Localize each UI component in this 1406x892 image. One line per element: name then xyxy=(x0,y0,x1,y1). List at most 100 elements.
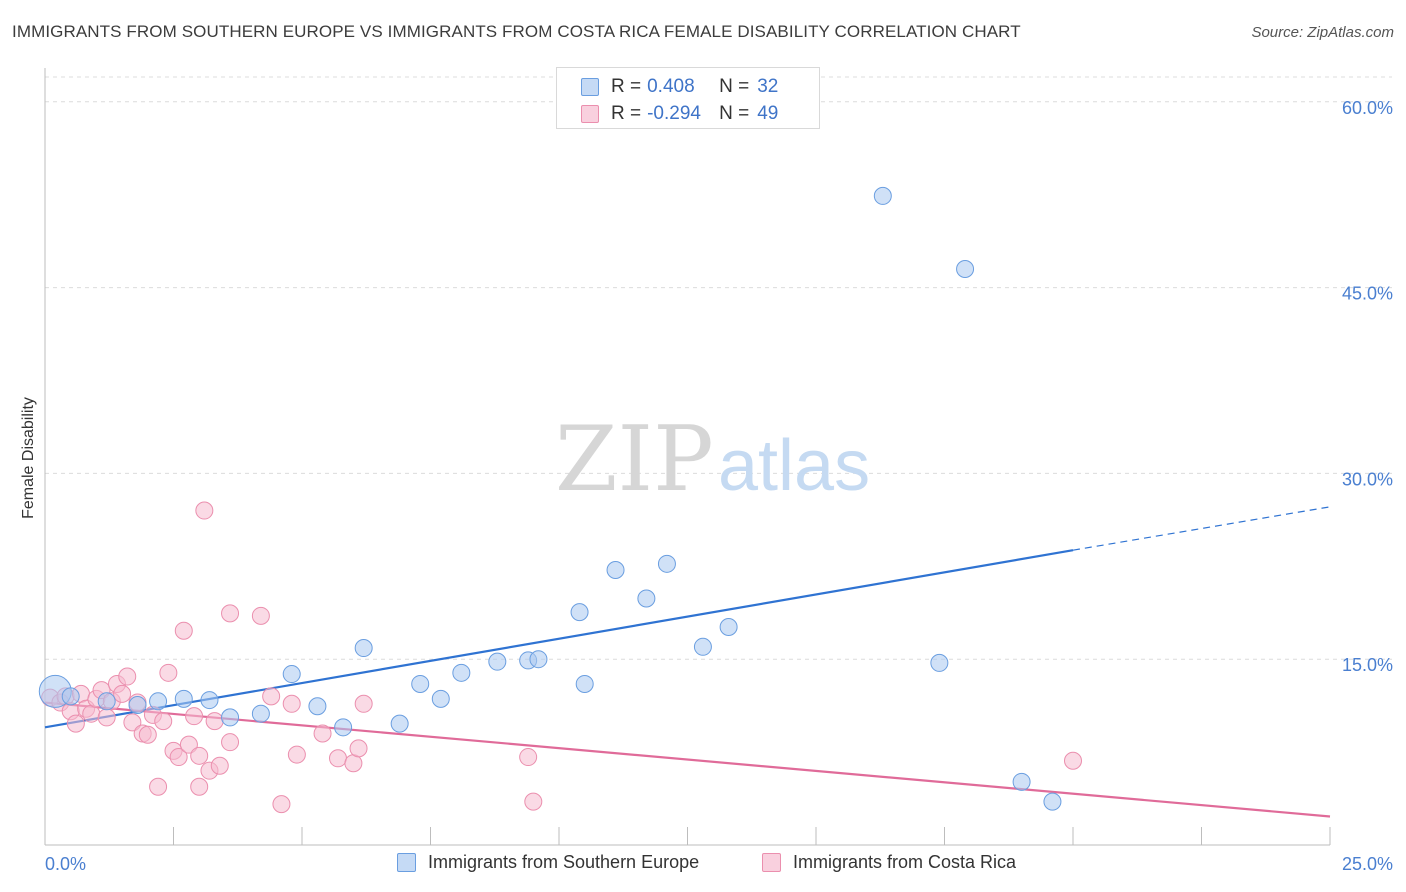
series-legend: Immigrants from Southern Europe Immigran… xyxy=(0,852,1406,878)
r-label: R = xyxy=(611,103,642,124)
source-label: Source: ZipAtlas.com xyxy=(1251,24,1394,41)
point-southern-europe xyxy=(61,687,80,706)
point-southern-europe xyxy=(128,696,147,715)
ticks-layer: 15.0% 30.0% 45.0% 60.0% 0.0% 25.0% xyxy=(45,98,1393,874)
axes-layer xyxy=(44,68,1331,846)
point-costa-rica xyxy=(66,714,85,733)
point-southern-europe xyxy=(354,639,373,658)
point-costa-rica xyxy=(154,712,173,731)
watermark-atlas: atlas xyxy=(718,426,870,506)
point-southern-europe xyxy=(149,692,168,711)
r-value: 0.408 xyxy=(647,76,695,97)
point-southern-europe xyxy=(334,718,353,737)
point-costa-rica xyxy=(97,708,116,727)
trend-layer xyxy=(44,506,1331,818)
point-costa-rica xyxy=(113,684,132,703)
point-costa-rica xyxy=(519,748,538,767)
point-costa-rica xyxy=(190,746,209,765)
point-costa-rica xyxy=(1064,751,1082,770)
n-value: 49 xyxy=(757,103,779,124)
point-southern-europe xyxy=(200,691,219,710)
point-costa-rica xyxy=(282,694,301,713)
point-southern-europe xyxy=(97,692,116,711)
point-southern-europe xyxy=(930,653,949,672)
chart-title: IMMIGRANTS FROM SOUTHERN EUROPE VS IMMIG… xyxy=(12,22,1021,41)
point-southern-europe xyxy=(719,617,738,636)
point-costa-rica xyxy=(524,792,543,811)
stats-legend: R = 0.408 N = 32 R = -0.294 N = 49 xyxy=(556,67,820,129)
point-costa-rica xyxy=(190,777,209,796)
point-southern-europe xyxy=(282,665,301,684)
n-label: N = xyxy=(719,103,750,124)
point-costa-rica xyxy=(251,606,270,625)
legend-item-costa-rica[interactable]: Immigrants from Costa Rica xyxy=(762,852,1016,873)
x-tick-label: 0.0% xyxy=(45,854,86,874)
point-costa-rica xyxy=(328,749,347,768)
point-costa-rica xyxy=(210,756,229,775)
n-label: N = xyxy=(719,76,750,97)
point-southern-europe xyxy=(637,589,656,608)
trendline-southern-europe xyxy=(44,549,1074,729)
point-costa-rica xyxy=(313,724,332,743)
point-costa-rica xyxy=(287,745,306,764)
point-costa-rica xyxy=(118,667,137,686)
y-axis-title: Female Disability xyxy=(20,397,37,519)
stats-row-costa-rica: R = -0.294 N = 49 xyxy=(581,102,778,126)
point-costa-rica xyxy=(169,748,188,767)
point-southern-europe xyxy=(174,689,193,708)
y-tick-label: 60.0% xyxy=(1342,98,1393,118)
point-costa-rica xyxy=(195,501,214,520)
blue-swatch xyxy=(397,853,416,872)
point-costa-rica xyxy=(179,735,198,754)
point-southern-europe xyxy=(575,674,594,693)
x-tick-label: 25.0% xyxy=(1342,854,1393,874)
point-southern-europe xyxy=(1012,772,1031,791)
point-costa-rica xyxy=(349,739,368,758)
point-southern-europe xyxy=(390,714,409,733)
pink-swatch xyxy=(762,853,781,872)
point-costa-rica xyxy=(272,795,291,814)
point-southern-europe xyxy=(570,603,589,622)
pink-swatch xyxy=(581,105,599,123)
point-southern-europe xyxy=(221,708,240,727)
trendline-southern-europe-extension xyxy=(1072,506,1331,551)
point-southern-europe xyxy=(657,554,676,573)
point-costa-rica xyxy=(149,777,168,796)
stats-row-southern-europe: R = 0.408 N = 32 xyxy=(581,75,778,99)
y-tick-label: 45.0% xyxy=(1342,284,1393,304)
blue-swatch xyxy=(581,78,599,96)
point-southern-europe xyxy=(488,652,507,671)
point-southern-europe xyxy=(308,697,327,716)
point-southern-europe xyxy=(452,663,471,682)
point-southern-europe xyxy=(251,704,270,723)
r-value: -0.294 xyxy=(647,103,701,124)
point-costa-rica xyxy=(174,621,193,640)
legend-item-southern-europe[interactable]: Immigrants from Southern Europe xyxy=(397,852,699,873)
point-costa-rica xyxy=(221,604,240,623)
y-tick-label: 30.0% xyxy=(1342,469,1393,489)
point-southern-europe xyxy=(873,186,892,205)
point-costa-rica xyxy=(185,707,204,726)
point-costa-rica xyxy=(262,687,281,706)
point-costa-rica xyxy=(159,663,178,682)
point-southern-europe xyxy=(956,260,975,278)
point-costa-rica xyxy=(138,725,157,744)
n-value: 32 xyxy=(757,76,779,97)
points-layer xyxy=(38,186,1082,814)
point-southern-europe xyxy=(431,689,450,708)
point-costa-rica xyxy=(354,694,373,713)
point-southern-europe xyxy=(1043,792,1062,811)
grid-layer xyxy=(45,76,1392,660)
point-costa-rica xyxy=(123,713,142,732)
point-southern-europe xyxy=(693,637,712,656)
r-label: R = xyxy=(611,76,642,97)
legend-label: Immigrants from Southern Europe xyxy=(428,852,700,872)
point-costa-rica xyxy=(205,712,224,731)
point-southern-europe xyxy=(606,561,625,580)
watermark: ZIP atlas xyxy=(555,407,870,512)
point-southern-europe xyxy=(411,674,430,693)
point-costa-rica xyxy=(221,733,240,752)
legend-label: Immigrants from Costa Rica xyxy=(793,852,1017,872)
y-tick-label: 15.0% xyxy=(1342,655,1393,675)
